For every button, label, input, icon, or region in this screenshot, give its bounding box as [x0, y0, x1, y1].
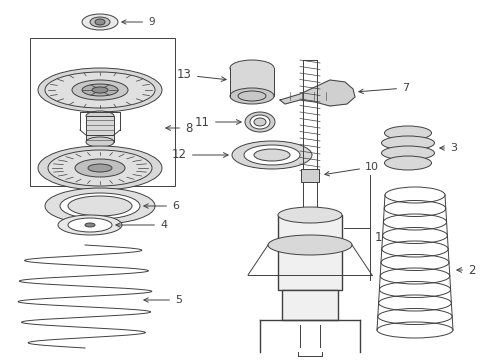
Ellipse shape [68, 196, 132, 216]
Ellipse shape [95, 19, 105, 25]
Ellipse shape [249, 115, 269, 129]
Text: 9: 9 [122, 17, 154, 27]
Ellipse shape [45, 72, 155, 108]
Ellipse shape [229, 88, 273, 104]
Ellipse shape [75, 159, 125, 177]
Text: 5: 5 [143, 295, 182, 305]
Text: 7: 7 [358, 83, 408, 94]
Text: 11: 11 [195, 116, 241, 129]
Text: 13: 13 [177, 68, 225, 81]
Text: 2: 2 [456, 264, 474, 276]
Ellipse shape [244, 112, 274, 132]
Ellipse shape [86, 137, 114, 147]
Ellipse shape [45, 188, 155, 224]
Text: 8: 8 [165, 122, 192, 135]
Bar [301, 168, 318, 181]
Ellipse shape [68, 218, 112, 232]
Ellipse shape [384, 126, 430, 140]
Text: 1: 1 [374, 231, 382, 244]
Bar [229, 68, 273, 96]
Bar [278, 215, 341, 290]
Ellipse shape [48, 150, 152, 186]
Ellipse shape [82, 14, 118, 30]
Ellipse shape [85, 223, 95, 227]
Ellipse shape [253, 118, 265, 126]
Ellipse shape [88, 164, 112, 172]
Text: 4: 4 [116, 220, 167, 230]
Ellipse shape [38, 68, 162, 112]
Ellipse shape [381, 146, 434, 160]
Ellipse shape [267, 235, 351, 255]
Ellipse shape [92, 87, 108, 93]
Text: 12: 12 [172, 148, 228, 162]
Ellipse shape [244, 145, 299, 165]
Ellipse shape [60, 193, 140, 219]
Ellipse shape [253, 149, 289, 161]
Ellipse shape [86, 111, 114, 121]
Ellipse shape [384, 156, 430, 170]
Text: 10: 10 [324, 162, 378, 176]
Bar [86, 116, 114, 142]
Bar [282, 290, 337, 320]
Ellipse shape [38, 146, 162, 190]
Text: 3: 3 [439, 143, 456, 153]
Ellipse shape [381, 136, 434, 150]
Ellipse shape [82, 84, 118, 96]
Bar [30, 38, 175, 186]
Ellipse shape [231, 141, 311, 169]
Ellipse shape [229, 60, 273, 76]
Ellipse shape [72, 80, 128, 100]
Ellipse shape [278, 207, 341, 223]
Ellipse shape [58, 215, 122, 235]
Polygon shape [280, 80, 354, 106]
Text: 6: 6 [143, 201, 179, 211]
Ellipse shape [90, 17, 110, 27]
